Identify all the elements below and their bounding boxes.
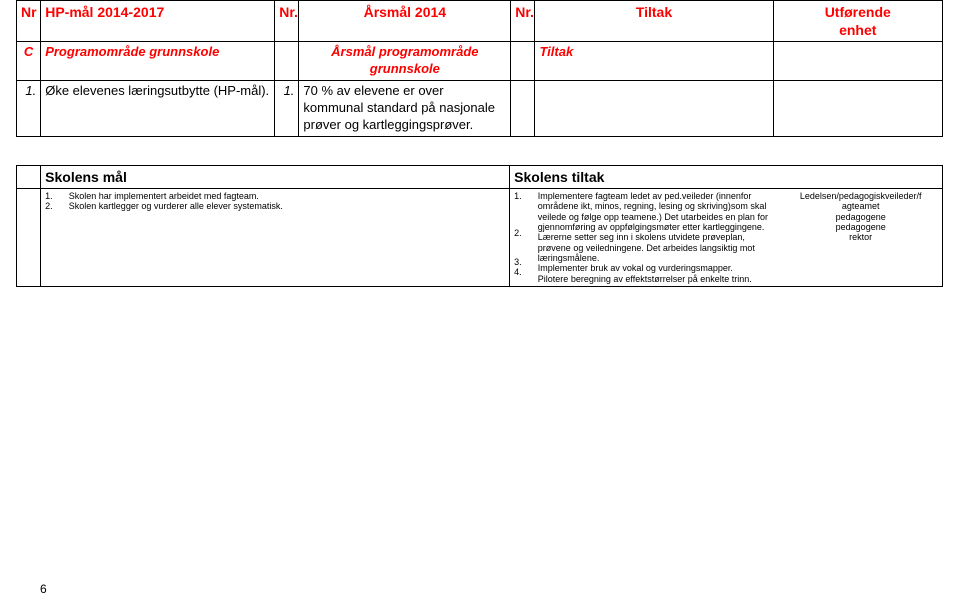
goals-table: Skolens mål Skolens tiltak 1. 2. Skolen …	[16, 165, 943, 287]
hdr-nr3: Nr.	[511, 1, 535, 42]
sub-ars-l1: Årsmål programområde	[331, 44, 478, 59]
resp-0: Ledelsen/pedagogiskveileder/f	[783, 191, 938, 201]
row1-nr2: 1.	[275, 81, 299, 137]
act-t-1: Implementere fagteam ledet av ped.veiled…	[538, 191, 776, 232]
sub-tiltak: Tiltak	[535, 42, 773, 81]
act-t-2: Lærerne setter seg inn i skolens utvidet…	[538, 232, 776, 263]
goals-empty-left2	[17, 189, 41, 287]
sub-ars-l2: grunnskole	[370, 61, 440, 76]
goals-empty-left	[17, 165, 41, 188]
resp-7: pedagogene	[783, 222, 938, 232]
table-sub-row: C Programområde grunnskole Årsmål progra…	[17, 42, 943, 81]
act-t-4: Pilotere beregning av effektstørrelser p…	[538, 274, 776, 284]
section-maal: Skolens mål	[41, 165, 510, 188]
sub-empty2	[773, 42, 943, 81]
act-n-1: 1.	[514, 191, 530, 201]
row1-nr: 1.	[17, 81, 41, 137]
goal-n-2: 2.	[45, 201, 61, 211]
goals-numbers: 1. 2.	[41, 189, 65, 287]
table-header-row: Nr HP-mål 2014-2017 Nr. Årsmål 2014 Nr. …	[17, 1, 943, 42]
row1-ars: 70 % av elevene er over kommunal standar…	[299, 81, 511, 137]
table-data-row: 1. Øke elevenes læringsutbytte (HP-mål).…	[17, 81, 943, 137]
action-numbers: 1. 2. 3. 4.	[510, 189, 534, 287]
hdr-enhet: Utførende enhet	[773, 1, 943, 42]
goals-texts: Skolen har implementert arbeidet med fag…	[65, 189, 510, 287]
sub-c: C	[17, 42, 41, 81]
hdr-arsmal: Årsmål 2014	[299, 1, 511, 42]
act-n-2: 2.	[514, 228, 530, 238]
hdr-nr2: Nr.	[275, 1, 299, 42]
act-n-3: 3.	[514, 257, 530, 267]
sub-empty1	[511, 42, 535, 81]
row1-e1	[511, 81, 535, 137]
section-tiltak: Skolens tiltak	[510, 165, 943, 188]
resp-4: pedagogene	[783, 212, 938, 222]
hdr-hp: HP-mål 2014-2017	[41, 1, 275, 42]
responsible-col: Ledelsen/pedagogiskveileder/f agteamet p…	[779, 189, 942, 287]
resp-1: agteamet	[783, 201, 938, 211]
goals-header-row: Skolens mål Skolens tiltak	[17, 165, 943, 188]
row1-hp: Øke elevenes læringsutbytte (HP-mål).	[41, 81, 275, 137]
header-table: Nr HP-mål 2014-2017 Nr. Årsmål 2014 Nr. …	[16, 0, 943, 137]
hdr-nr: Nr	[17, 1, 41, 42]
enhet-line2: enhet	[839, 22, 876, 38]
goals-content-row: 1. 2. Skolen har implementert arbeidet m…	[17, 189, 943, 287]
goal-n-1: 1.	[45, 191, 61, 201]
row1-e2	[535, 81, 773, 137]
resp-8: rektor	[783, 232, 938, 242]
enhet-line1: Utførende	[825, 4, 891, 20]
page-number: 6	[40, 582, 47, 596]
sub-ars: Årsmål programområde grunnskole	[299, 42, 511, 81]
action-texts: Implementere fagteam ledet av ped.veiled…	[534, 189, 780, 287]
sub-prog: Programområde grunnskole	[41, 42, 275, 81]
row1-e3	[773, 81, 943, 137]
sub-nr2	[275, 42, 299, 81]
goal-t-1: Skolen har implementert arbeidet med fag…	[69, 191, 505, 201]
act-t-3: Implementer bruk av vokal og vurderingsm…	[538, 263, 776, 273]
hdr-tiltak: Tiltak	[535, 1, 773, 42]
act-n-4: 4.	[514, 267, 530, 277]
goal-t-2: Skolen kartlegger og vurderer alle eleve…	[69, 201, 505, 211]
